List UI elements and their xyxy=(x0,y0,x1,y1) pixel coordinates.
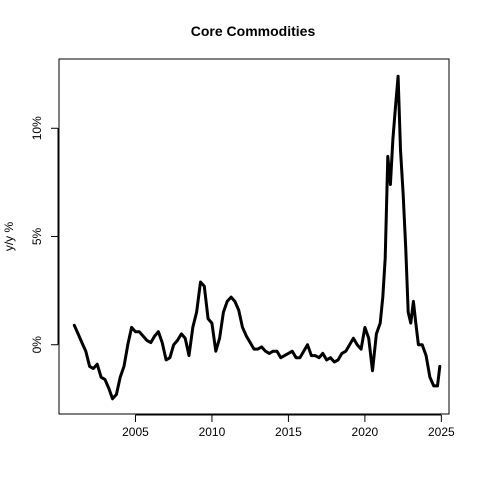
x-tick-label: 2015 xyxy=(275,425,302,439)
plot-frame xyxy=(58,58,450,415)
chart-title: Core Commodities xyxy=(191,23,316,39)
x-tick-label: 2020 xyxy=(352,425,379,439)
y-axis-label: y/y % xyxy=(2,222,16,252)
x-tick-label: 2025 xyxy=(428,425,455,439)
y-tick-label: 5% xyxy=(30,227,44,245)
y-tick-label: 0% xyxy=(30,336,44,354)
y-tick-label: 10% xyxy=(30,116,44,140)
series-line xyxy=(72,74,442,401)
series-layer xyxy=(72,74,442,401)
y-axis: 0% 5% 10% xyxy=(30,116,59,354)
x-axis: 2005 2010 2015 2020 2025 xyxy=(122,414,455,439)
x-tick-label: 2010 xyxy=(199,425,226,439)
x-tick-label: 2005 xyxy=(122,425,149,439)
